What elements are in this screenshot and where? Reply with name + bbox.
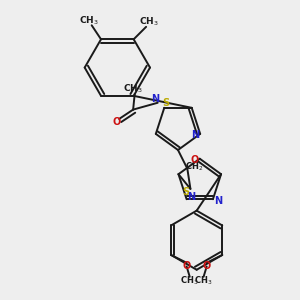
Text: CH$_3$: CH$_3$ [79,14,98,27]
Text: O: O [191,155,199,165]
Text: N: N [214,196,222,206]
Text: O: O [112,117,121,127]
Text: S: S [182,187,189,197]
Text: CH$_3$: CH$_3$ [123,82,143,95]
Text: CH$_3$: CH$_3$ [194,274,213,287]
Text: S: S [162,98,169,108]
Text: CH$_3$: CH$_3$ [181,274,199,287]
Text: N: N [187,192,195,202]
Text: N: N [151,94,159,104]
Text: CH$_2$: CH$_2$ [185,161,203,173]
Text: CH$_3$: CH$_3$ [140,16,159,28]
Text: O: O [202,261,211,271]
Text: N: N [191,130,200,140]
Text: O: O [183,261,191,271]
